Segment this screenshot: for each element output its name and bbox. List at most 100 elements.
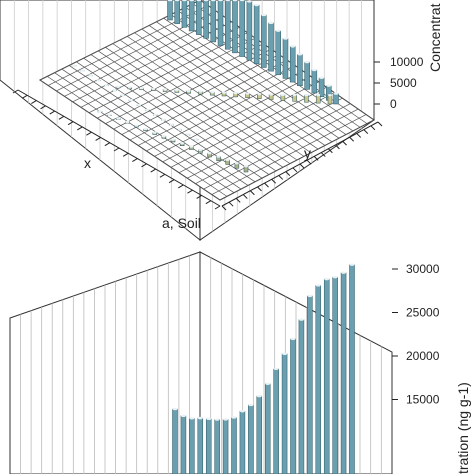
- bar-cap: [203, 0, 209, 2]
- x-tick: [40, 105, 46, 110]
- bar-cap: [189, 0, 195, 2]
- bar-cap: [128, 98, 133, 102]
- soil-3d-bar-panel: 0 5000 10000 x y Concentrat a, Soil: [0, 0, 443, 242]
- bar-cap: [234, 162, 239, 165]
- z-tick-label: 0: [390, 97, 397, 111]
- floor-gridline: [195, 103, 351, 184]
- bar-cap: [151, 87, 156, 90]
- z-tick-label: 15000: [406, 393, 440, 407]
- z-tick-label: 10000: [390, 55, 424, 69]
- x-tick: [31, 100, 37, 104]
- x-tick: [122, 152, 129, 157]
- bar-cap: [194, 138, 198, 141]
- bar-cap: [341, 271, 347, 274]
- y-tick: [242, 194, 248, 199]
- y-axis-ticks: [221, 121, 383, 211]
- y-tick: [370, 125, 376, 131]
- bar: [196, 0, 202, 35]
- bar-cap: [282, 37, 288, 40]
- bar-cap: [298, 318, 304, 321]
- bar: [289, 46, 296, 83]
- bar-cap: [244, 164, 248, 168]
- bar: [332, 276, 338, 474]
- bar-cap: [307, 294, 313, 298]
- bar-cap: [88, 74, 93, 77]
- bar-cap: [214, 418, 220, 421]
- bar: [281, 353, 288, 474]
- bar: [282, 38, 289, 79]
- bar: [188, 0, 195, 32]
- bar: [214, 419, 220, 474]
- z-tick-label: 30000: [406, 262, 440, 276]
- x-tick: [205, 200, 212, 205]
- bar-cap: [177, 128, 182, 131]
- bar-cap: [232, 0, 238, 2]
- bar: [197, 417, 204, 474]
- bar-cap: [273, 367, 279, 370]
- bar-cap: [143, 127, 148, 131]
- x-tick: [214, 205, 221, 210]
- bar-cap: [189, 417, 195, 420]
- bar-cap: [198, 148, 203, 152]
- bar: [253, 4, 260, 65]
- bar-cap: [222, 91, 226, 94]
- y-tick: [363, 129, 369, 134]
- y-tick: [250, 190, 255, 196]
- floor-gridline: [127, 36, 305, 157]
- y-tick: [235, 198, 241, 203]
- z-tick-label: 5000: [390, 76, 417, 90]
- bar-cap: [257, 92, 262, 96]
- bar-cap: [180, 142, 185, 145]
- y-tick: [320, 152, 326, 157]
- bar-cap: [196, 0, 202, 2]
- bar-cap: [275, 29, 281, 32]
- z-axis-label: Concentrat: [427, 3, 443, 72]
- bar-cap: [198, 90, 203, 93]
- floor-gridline: [129, 59, 288, 141]
- y-tick: [349, 136, 354, 142]
- bar-cap: [207, 152, 212, 155]
- bar-cap: [72, 64, 76, 67]
- bar-cap: [290, 337, 296, 341]
- bar-cap: [297, 53, 303, 56]
- bar-cap: [206, 417, 212, 421]
- bar: [290, 338, 296, 474]
- bar-cap: [324, 277, 330, 281]
- bar-cap: [161, 134, 166, 138]
- bar-cap: [172, 407, 178, 411]
- x-tick: [104, 142, 111, 147]
- y-tick: [228, 201, 234, 207]
- bar-cap: [137, 103, 142, 107]
- y-tick: [313, 156, 319, 161]
- bar-cap: [280, 93, 285, 97]
- bar-cap: [127, 86, 132, 89]
- x-axis-label: x: [84, 155, 91, 171]
- bar-cap: [174, 0, 180, 2]
- z-axis-ticks: 0 5000 10000: [374, 55, 424, 111]
- bar-cap: [268, 21, 274, 25]
- bar-cap: [239, 0, 245, 2]
- bar-cap: [180, 414, 186, 418]
- bar-cap: [210, 90, 215, 94]
- z-axis-label: tration (ng g-1): [455, 382, 471, 474]
- bar-cap: [197, 416, 203, 420]
- bar: [307, 295, 313, 474]
- bar: [268, 22, 274, 72]
- y-tick: [335, 144, 340, 150]
- bar-cap: [256, 394, 262, 398]
- x-tick: [196, 195, 202, 199]
- floor-gridline: [219, 119, 375, 201]
- x-tick: [21, 94, 28, 99]
- bar-cap: [139, 86, 144, 90]
- x-tick: [168, 179, 175, 184]
- floor-gridline: [138, 65, 296, 146]
- bar: [172, 408, 178, 474]
- bar-cap: [239, 410, 245, 413]
- bar-cap: [332, 275, 338, 279]
- bar: [224, 0, 231, 50]
- bar-cap: [304, 60, 310, 64]
- bar: [304, 61, 310, 90]
- bar: [248, 404, 254, 474]
- bar: [318, 77, 325, 97]
- bar: [273, 368, 279, 474]
